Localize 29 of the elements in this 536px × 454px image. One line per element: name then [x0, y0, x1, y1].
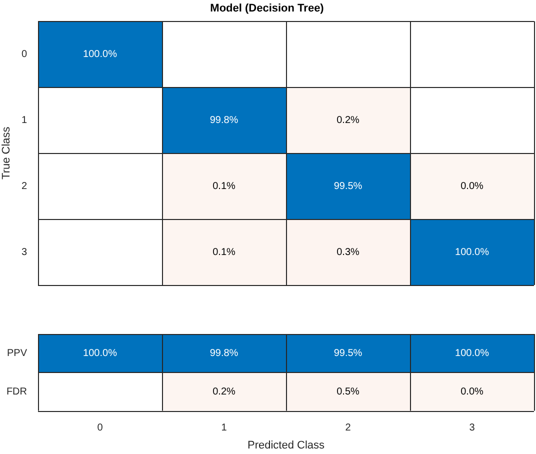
data-label: 100.0% [83, 348, 118, 359]
y-axis-title: True Class [0, 126, 13, 180]
data-label: 0.0% [460, 386, 484, 398]
data-label: 0.2% [212, 386, 236, 398]
y-tick-label: 2 [21, 180, 28, 192]
y-tick-label: FDR [6, 386, 27, 398]
data-label: 0.1% [212, 246, 236, 258]
x-tick-label: 1 [221, 422, 228, 434]
x-tick-label: 3 [469, 422, 476, 434]
data-label: 99.8% [210, 114, 238, 126]
data-label: 99.5% [334, 348, 362, 359]
data-label: 0.5% [336, 386, 360, 398]
x-tick-label: 2 [345, 422, 352, 434]
data-label: 100.0% [83, 48, 118, 60]
data-label: 0.0% [460, 180, 484, 192]
data-label: 0.1% [212, 180, 236, 192]
y-tick-label: 0 [21, 48, 28, 60]
x-tick-label: 0 [97, 422, 104, 434]
data-label: 100.0% [455, 348, 490, 359]
y-tick-label: 3 [21, 246, 28, 258]
data-label: 0.2% [336, 114, 360, 126]
data-label: 100.0% [455, 246, 490, 258]
chart-title: Model (Decision Tree) [210, 2, 324, 15]
y-tick-label: PPV [6, 348, 28, 359]
x-axis-title: Predicted Class [247, 439, 326, 452]
data-label: 99.8% [210, 348, 238, 359]
data-label: 0.3% [336, 246, 360, 258]
data-label: 99.5% [334, 180, 362, 192]
y-tick-label: 1 [21, 114, 28, 126]
